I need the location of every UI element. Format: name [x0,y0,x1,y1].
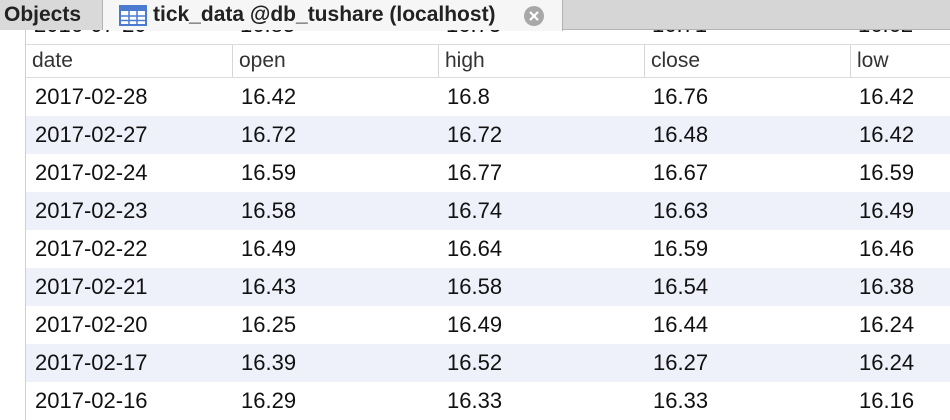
cell-low[interactable]: 16.59 [859,160,915,185]
cell-open[interactable]: 16.58 [241,198,297,223]
cell-close[interactable]: 16.54 [653,274,709,299]
cell-low[interactable]: 16.46 [859,236,915,261]
cell-high[interactable]: 16.77 [447,160,503,185]
cell-date[interactable]: 2017-02-20 [35,312,148,337]
column-header-open[interactable]: open [232,45,438,77]
cut-cell-high: 16.73 [446,30,501,36]
cell-low[interactable]: 16.49 [859,198,915,223]
table-row[interactable]: 2017-02-23 16.58 16.74 16.63 16.49 [26,192,950,230]
cell-high[interactable]: 16.52 [447,350,503,375]
cell-low[interactable]: 16.16 [859,388,915,413]
table-row[interactable]: 2017-02-16 16.29 16.33 16.33 16.16 [26,382,950,420]
cell-low[interactable]: 16.42 [859,122,915,147]
table-body: 2017-02-28 16.42 16.8 16.76 16.42 2017-0… [26,78,950,420]
cell-high[interactable]: 16.49 [447,312,503,337]
column-header-date[interactable]: date [32,49,73,72]
close-icon[interactable] [523,5,545,27]
cell-date[interactable]: 2017-02-23 [35,198,148,223]
table-row[interactable]: 2017-02-24 16.59 16.77 16.67 16.59 [26,154,950,192]
cut-cell-open: 16.85 [240,30,295,36]
cell-high[interactable]: 16.64 [447,236,503,261]
cell-open[interactable]: 16.25 [241,312,297,337]
cell-open[interactable]: 16.49 [241,236,297,261]
tab-tick-data[interactable]: tick_data @db_tushare (localhost) [103,0,563,31]
cell-close[interactable]: 16.59 [653,236,709,261]
table-row[interactable]: 2017-02-22 16.49 16.64 16.59 16.46 [26,230,950,268]
cell-open[interactable]: 16.59 [241,160,297,185]
cell-high[interactable]: 16.72 [447,122,503,147]
cell-close[interactable]: 16.76 [653,84,709,109]
cell-high[interactable]: 16.74 [447,198,503,223]
table-row[interactable]: 2017-02-21 16.43 16.58 16.54 16.38 [26,268,950,306]
cut-cell-low: 16.62 [858,30,913,36]
tab-bar: Objects tick_data @db_tushare (localhost… [0,0,950,31]
cell-close[interactable]: 16.33 [653,388,709,413]
table-row[interactable]: 2017-02-28 16.42 16.8 16.76 16.42 [26,78,950,116]
column-header-low[interactable]: low [850,45,950,77]
cell-close[interactable]: 16.67 [653,160,709,185]
cell-date[interactable]: 2017-02-24 [35,160,148,185]
column-header: date open high close low [26,44,950,78]
cell-open[interactable]: 16.72 [241,122,297,147]
cell-low[interactable]: 16.38 [859,274,915,299]
cell-high[interactable]: 16.58 [447,274,503,299]
cell-low[interactable]: 16.24 [859,312,915,337]
cell-date[interactable]: 2017-02-16 [35,388,148,413]
cell-open[interactable]: 16.43 [241,274,297,299]
cell-low[interactable]: 16.42 [859,84,915,109]
cell-date[interactable]: 2017-02-21 [35,274,148,299]
cell-close[interactable]: 16.48 [653,122,709,147]
table-icon [119,5,147,26]
tab-title: tick_data @db_tushare (localhost) [153,3,496,26]
cell-high[interactable]: 16.33 [447,388,503,413]
row-gutter [0,30,26,420]
cell-date[interactable]: 2017-02-17 [35,350,148,375]
column-header-close[interactable]: close [644,45,850,77]
cell-date[interactable]: 2017-02-27 [35,122,148,147]
cell-close[interactable]: 16.44 [653,312,709,337]
cell-low[interactable]: 16.24 [859,350,915,375]
table-row[interactable]: 2017-02-27 16.72 16.72 16.48 16.42 [26,116,950,154]
cell-high[interactable]: 16.8 [447,84,490,109]
cell-open[interactable]: 16.39 [241,350,297,375]
cell-date[interactable]: 2017-02-28 [35,84,148,109]
cell-close[interactable]: 16.63 [653,198,709,223]
cell-date[interactable]: 2017-02-22 [35,236,148,261]
tab-objects[interactable]: Objects [0,0,103,30]
cell-close[interactable]: 16.27 [653,350,709,375]
column-header-high[interactable]: high [438,45,644,77]
cell-open[interactable]: 16.29 [241,388,297,413]
table-row[interactable]: 2017-02-20 16.25 16.49 16.44 16.24 [26,306,950,344]
tab-objects-label: Objects [4,3,82,26]
table-row[interactable]: 2017-02-17 16.39 16.52 16.27 16.24 [26,344,950,382]
cell-open[interactable]: 16.42 [241,84,297,109]
cut-cell-close: 16.71 [652,30,707,36]
